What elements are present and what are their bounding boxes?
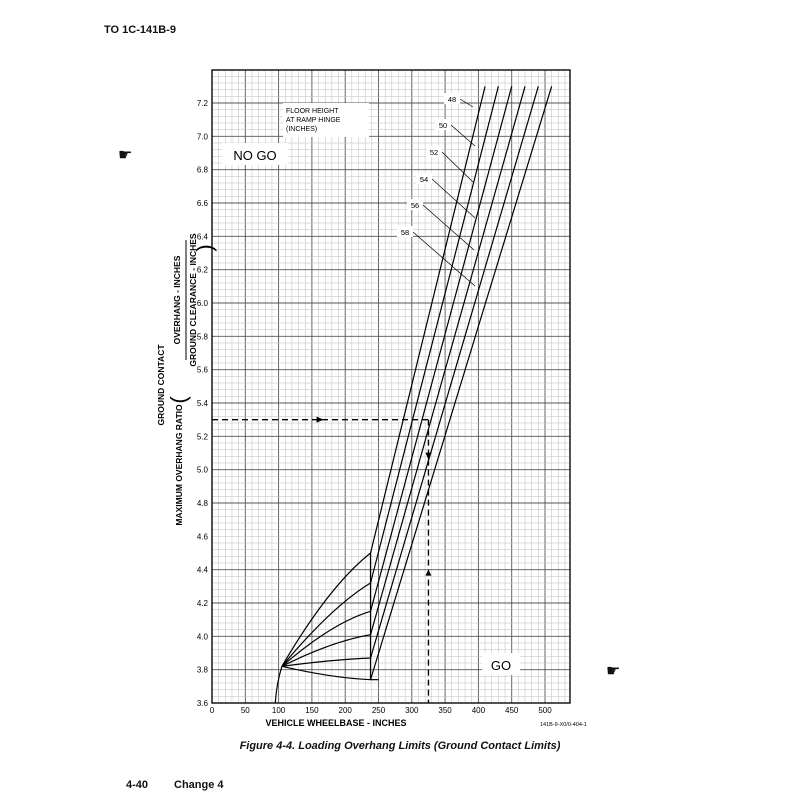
series-label-bg	[407, 199, 423, 210]
y-tick-label: 4.6	[197, 532, 209, 541]
series-line-48	[281, 86, 486, 667]
x-tick-label: 0	[210, 706, 215, 715]
y-tick-label: 7.2	[197, 99, 209, 108]
series-leader	[441, 151, 474, 183]
y-tick-label: 4.8	[197, 499, 209, 508]
legend-title: FLOOR HEIGHT	[286, 108, 339, 115]
y-tick-label: 6.0	[197, 299, 209, 308]
y-tick-label: 6.6	[197, 199, 209, 208]
y-tick-label: 5.8	[197, 332, 209, 341]
plot-border	[211, 69, 571, 704]
y-axis-label-line1: GROUND CONTACT	[156, 344, 166, 426]
y-tick-label: 6.4	[197, 232, 209, 241]
series-line-52	[281, 86, 513, 667]
example-arrow-down	[425, 452, 432, 460]
pointing-hand-icon: ☛	[606, 663, 621, 680]
series-leader	[412, 231, 476, 287]
boundary-line	[274, 666, 283, 704]
series-line-56	[281, 86, 539, 667]
series-leader	[459, 98, 474, 108]
y-tick-label: 3.8	[197, 666, 209, 675]
plot-frame	[211, 69, 571, 704]
x-tick-label: 300	[405, 706, 419, 715]
series-label: 48	[448, 95, 456, 104]
x-tick-label: 200	[339, 706, 353, 715]
y-tick-label: 6.8	[197, 166, 209, 175]
go-bg	[482, 653, 520, 675]
y-tick-label: 4.4	[197, 566, 209, 575]
ratio-bracket-left: (	[166, 396, 191, 404]
series-label-bg	[397, 226, 413, 237]
example-arrow-right	[316, 416, 324, 423]
change-number: Change 4	[174, 779, 224, 791]
legend-title: AT RAMP HINGE	[286, 117, 341, 124]
x-tick-label: 150	[305, 706, 319, 715]
example-arrow-up	[425, 569, 432, 576]
x-tick-label: 450	[505, 706, 519, 715]
legend-bg	[283, 103, 369, 137]
ratio-numerator: OVERHANG - INCHES	[172, 255, 182, 344]
x-tick-label: 100	[272, 706, 286, 715]
series-line-50	[281, 86, 499, 667]
legend-title: (INCHES)	[286, 126, 317, 133]
series-label: 52	[430, 148, 438, 157]
series-leader	[431, 178, 476, 219]
x-tick-label: 50	[241, 706, 250, 715]
page-number: 4-40	[126, 779, 149, 791]
y-tick-label: 5.0	[197, 466, 209, 475]
pointing-hand-icon: ☛	[118, 147, 133, 164]
x-tick-label: 400	[472, 706, 486, 715]
y-tick-label: 7.0	[197, 132, 209, 141]
y-tick-label: 4.2	[197, 599, 209, 608]
series-line-54	[281, 86, 526, 667]
x-tick-label: 350	[438, 706, 452, 715]
y-tick-label: 6.2	[197, 266, 209, 275]
series-label: 50	[439, 121, 447, 130]
series-label: 56	[411, 201, 419, 210]
series-label-bg	[416, 173, 432, 184]
ratio-denominator: GROUND CLEARANCE - INCHES	[188, 233, 198, 367]
series-label-bg	[426, 146, 442, 157]
figure-id: 141B-9-X0/0-404-1	[540, 722, 587, 728]
series-label-bg	[435, 119, 451, 130]
series-line-58	[281, 86, 553, 681]
y-tick-label: 3.6	[197, 699, 209, 708]
series-leader	[422, 204, 475, 251]
x-axis-label: VEHICLE WHEELBASE - INCHES	[265, 718, 406, 728]
y-tick-label: 5.6	[197, 366, 209, 375]
figure-caption: Figure 4-4. Loading Overhang Limits (Gro…	[239, 740, 561, 752]
y-axis-label-line2: MAXIMUM OVERHANG RATIO	[174, 404, 184, 526]
document-id: TO 1C-141B-9	[104, 24, 176, 36]
series-label: 54	[420, 175, 428, 184]
series-label: 58	[401, 228, 409, 237]
go-label: GO	[491, 658, 511, 673]
y-tick-label: 5.4	[197, 399, 209, 408]
no-go-label: NO GO	[233, 148, 276, 163]
x-tick-label: 500	[538, 706, 552, 715]
y-tick-label: 5.2	[197, 432, 209, 441]
ratio-bracket-right: )	[192, 244, 217, 251]
y-tick-label: 4.0	[197, 632, 209, 641]
no-go-bg	[222, 143, 288, 165]
x-tick-label: 250	[372, 706, 386, 715]
series-leader	[450, 124, 476, 147]
series-label-bg	[444, 93, 460, 104]
